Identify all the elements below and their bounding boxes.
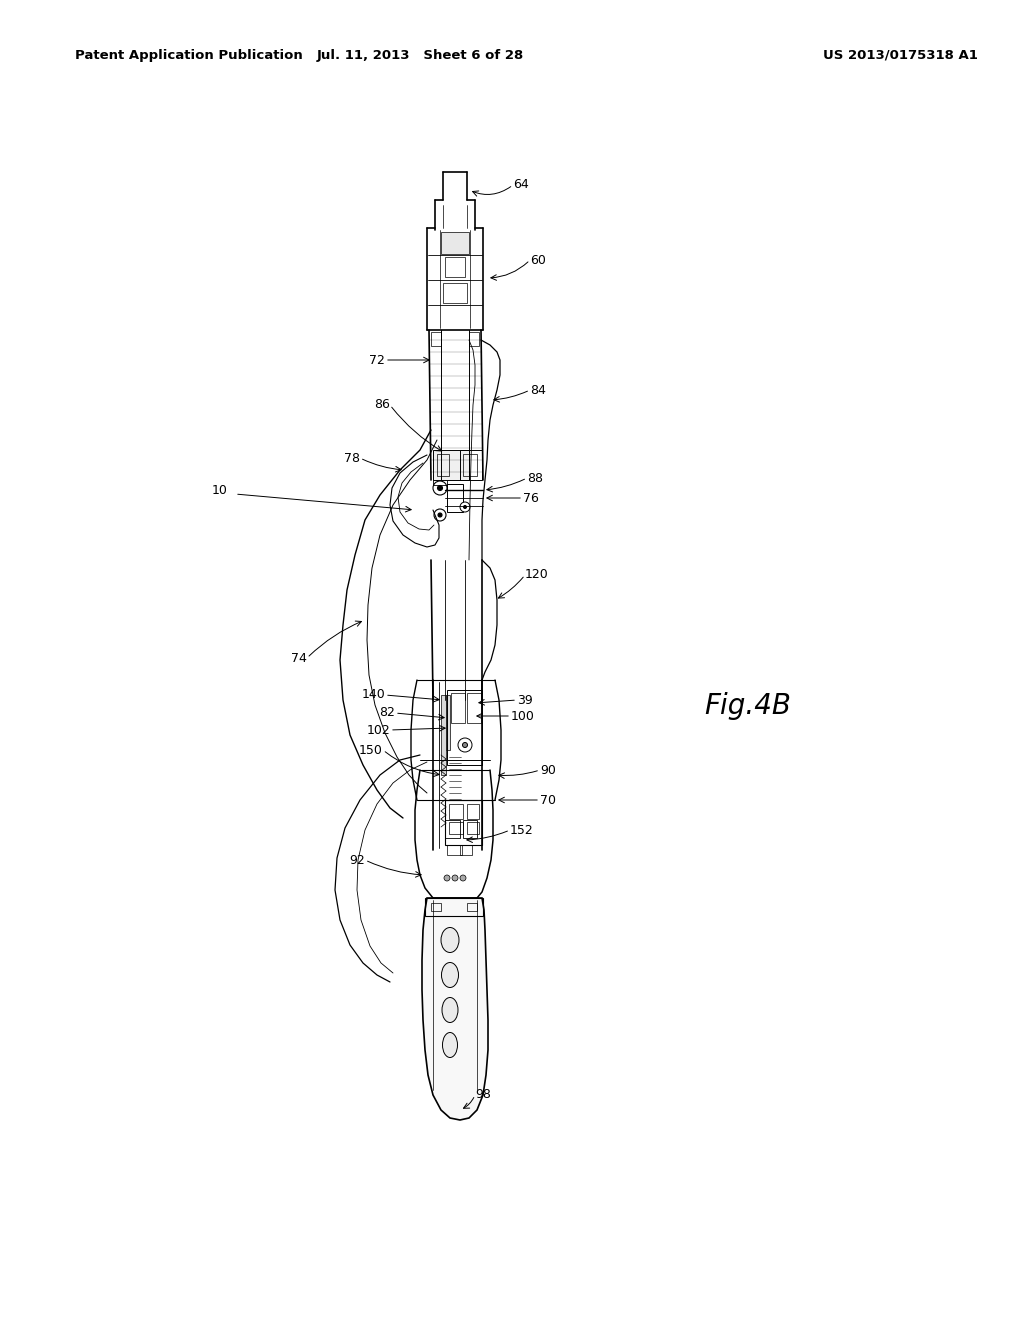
- Bar: [431, 903, 441, 911]
- Text: 86: 86: [374, 399, 390, 412]
- Bar: [445, 800, 482, 845]
- Bar: [431, 333, 441, 346]
- Text: 120: 120: [525, 569, 549, 582]
- Text: 92: 92: [349, 854, 365, 866]
- Text: 82: 82: [379, 706, 395, 719]
- Bar: [441, 696, 446, 775]
- Bar: [467, 693, 481, 723]
- Circle shape: [433, 480, 447, 495]
- Text: 84: 84: [530, 384, 546, 396]
- Circle shape: [452, 875, 458, 880]
- Circle shape: [438, 513, 442, 517]
- Text: US 2013/0175318 A1: US 2013/0175318 A1: [822, 49, 978, 62]
- Text: 10: 10: [212, 483, 228, 496]
- Text: 98: 98: [475, 1089, 490, 1101]
- Bar: [467, 804, 479, 818]
- Bar: [437, 454, 449, 477]
- Ellipse shape: [441, 928, 459, 953]
- Bar: [449, 804, 463, 818]
- Text: 100: 100: [511, 710, 535, 722]
- Text: 140: 140: [361, 689, 385, 701]
- Text: 150: 150: [359, 743, 383, 756]
- Circle shape: [460, 875, 466, 880]
- Circle shape: [460, 502, 470, 512]
- Circle shape: [463, 742, 468, 747]
- Bar: [433, 475, 447, 484]
- Bar: [463, 820, 477, 838]
- Bar: [443, 282, 467, 304]
- Bar: [447, 484, 463, 512]
- Bar: [445, 257, 465, 277]
- Bar: [446, 696, 450, 750]
- Ellipse shape: [442, 998, 458, 1023]
- Bar: [447, 845, 462, 855]
- Polygon shape: [422, 898, 488, 1119]
- Text: 72: 72: [369, 354, 385, 367]
- Bar: [447, 690, 482, 766]
- Bar: [469, 333, 479, 346]
- Circle shape: [458, 738, 472, 752]
- Bar: [460, 845, 472, 855]
- Ellipse shape: [442, 1032, 458, 1057]
- Text: Jul. 11, 2013   Sheet 6 of 28: Jul. 11, 2013 Sheet 6 of 28: [316, 49, 523, 62]
- Text: 76: 76: [523, 491, 539, 504]
- Text: 70: 70: [540, 793, 556, 807]
- Text: 64: 64: [513, 178, 528, 191]
- Text: 78: 78: [344, 451, 360, 465]
- Text: 88: 88: [527, 471, 543, 484]
- Bar: [441, 232, 469, 253]
- Bar: [445, 820, 460, 838]
- Bar: [463, 454, 477, 477]
- Text: 39: 39: [517, 693, 532, 706]
- Bar: [451, 693, 465, 723]
- Circle shape: [464, 506, 467, 508]
- Bar: [467, 822, 479, 834]
- Text: Patent Application Publication: Patent Application Publication: [75, 49, 303, 62]
- Circle shape: [437, 486, 442, 491]
- Text: 74: 74: [291, 652, 307, 664]
- Bar: [449, 822, 463, 834]
- Text: 60: 60: [530, 253, 546, 267]
- Bar: [467, 903, 477, 911]
- Circle shape: [444, 875, 450, 880]
- Text: 90: 90: [540, 763, 556, 776]
- Ellipse shape: [441, 962, 459, 987]
- Text: Fig.4B: Fig.4B: [705, 692, 791, 721]
- Text: 152: 152: [510, 824, 534, 837]
- Text: 102: 102: [367, 723, 390, 737]
- Bar: [460, 450, 482, 480]
- Bar: [433, 450, 469, 480]
- Bar: [425, 898, 483, 916]
- Circle shape: [434, 510, 446, 521]
